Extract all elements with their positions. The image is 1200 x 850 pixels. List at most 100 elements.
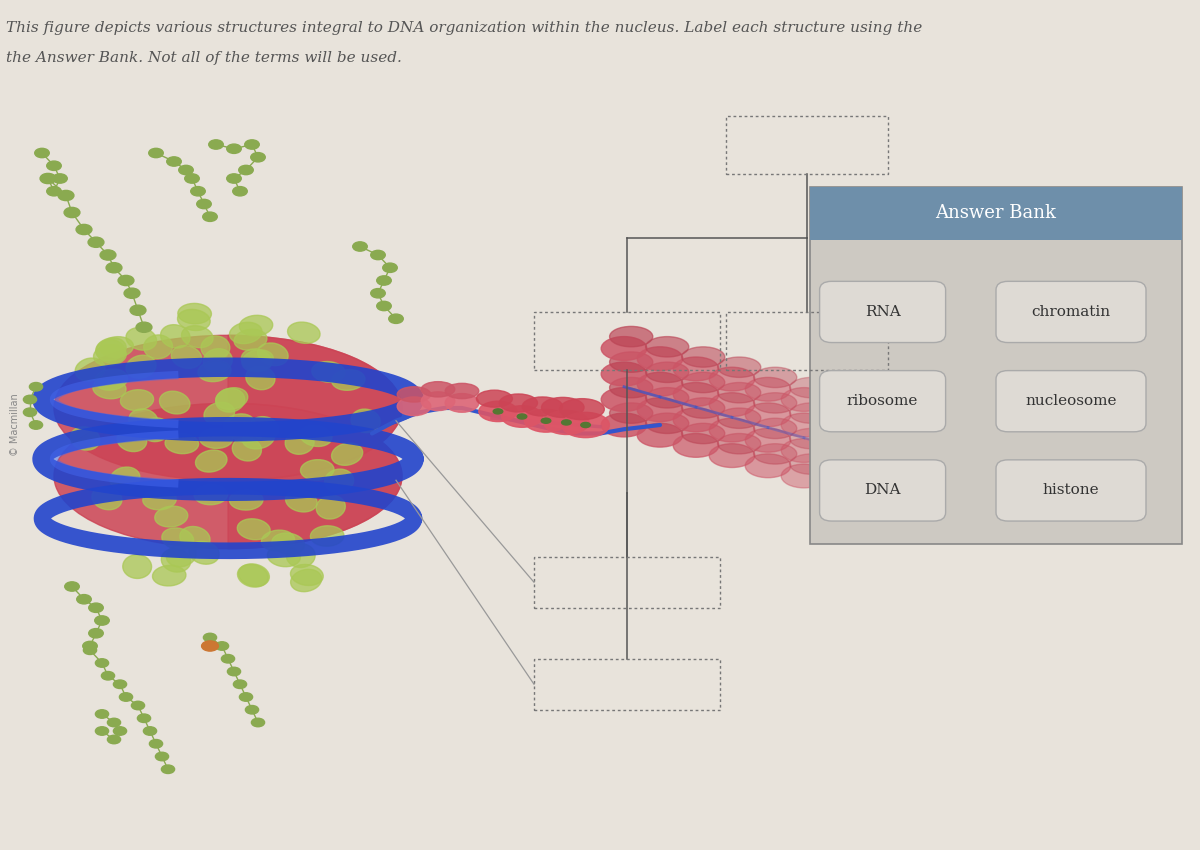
Ellipse shape [58, 190, 74, 201]
Ellipse shape [124, 288, 140, 298]
Ellipse shape [889, 418, 935, 442]
Ellipse shape [246, 366, 275, 389]
Ellipse shape [1009, 322, 1045, 341]
Ellipse shape [646, 362, 689, 382]
Ellipse shape [126, 327, 156, 350]
Ellipse shape [95, 369, 127, 390]
Ellipse shape [983, 309, 1019, 328]
Ellipse shape [160, 391, 190, 414]
Ellipse shape [383, 264, 397, 272]
Ellipse shape [826, 413, 869, 434]
Ellipse shape [144, 727, 157, 735]
Ellipse shape [889, 444, 935, 468]
Ellipse shape [817, 449, 863, 473]
Ellipse shape [53, 174, 67, 184]
Ellipse shape [745, 377, 791, 401]
Ellipse shape [94, 345, 126, 366]
Ellipse shape [76, 358, 106, 381]
Ellipse shape [817, 474, 863, 498]
Ellipse shape [817, 423, 863, 447]
Ellipse shape [118, 428, 146, 451]
Ellipse shape [130, 305, 146, 315]
Ellipse shape [156, 752, 168, 761]
Text: © Macmillan: © Macmillan [10, 394, 19, 456]
Ellipse shape [826, 388, 869, 408]
Ellipse shape [188, 541, 220, 564]
Text: This figure depicts various structures integral to DNA organization within the n: This figure depicts various structures i… [6, 21, 923, 35]
Ellipse shape [718, 382, 761, 403]
Ellipse shape [199, 428, 233, 449]
Ellipse shape [754, 367, 797, 388]
Ellipse shape [204, 402, 235, 425]
Ellipse shape [216, 388, 245, 412]
Ellipse shape [122, 555, 151, 579]
Ellipse shape [682, 347, 725, 367]
Ellipse shape [128, 409, 158, 433]
Ellipse shape [499, 394, 538, 412]
Ellipse shape [250, 416, 280, 439]
Ellipse shape [781, 388, 827, 411]
Ellipse shape [562, 412, 610, 438]
Ellipse shape [202, 336, 230, 360]
Ellipse shape [817, 398, 863, 422]
Ellipse shape [203, 212, 217, 222]
Ellipse shape [239, 166, 253, 175]
Ellipse shape [377, 302, 391, 311]
Ellipse shape [862, 449, 905, 469]
Ellipse shape [718, 357, 761, 377]
Ellipse shape [161, 325, 190, 348]
Ellipse shape [172, 346, 202, 368]
Ellipse shape [646, 388, 689, 408]
Ellipse shape [143, 490, 176, 510]
Ellipse shape [421, 382, 455, 397]
Ellipse shape [601, 388, 647, 411]
Ellipse shape [983, 352, 1019, 371]
Ellipse shape [96, 659, 109, 667]
Ellipse shape [77, 595, 91, 604]
Ellipse shape [238, 518, 270, 540]
FancyBboxPatch shape [996, 281, 1146, 343]
Ellipse shape [290, 564, 323, 586]
Ellipse shape [718, 408, 761, 428]
Ellipse shape [202, 641, 218, 651]
Ellipse shape [930, 305, 966, 324]
Ellipse shape [233, 187, 247, 196]
Ellipse shape [790, 428, 833, 449]
Ellipse shape [92, 487, 122, 510]
Ellipse shape [601, 413, 647, 437]
Ellipse shape [610, 403, 653, 423]
Ellipse shape [222, 654, 235, 663]
Ellipse shape [100, 250, 116, 260]
Ellipse shape [96, 337, 126, 360]
Ellipse shape [983, 373, 1019, 392]
Ellipse shape [152, 565, 186, 586]
Ellipse shape [227, 174, 241, 184]
Ellipse shape [106, 263, 122, 273]
FancyBboxPatch shape [996, 371, 1146, 432]
Ellipse shape [83, 641, 97, 651]
Ellipse shape [371, 289, 385, 298]
Ellipse shape [331, 443, 362, 465]
Ellipse shape [246, 706, 259, 714]
Text: DNA: DNA [864, 484, 901, 497]
Ellipse shape [311, 526, 344, 547]
Ellipse shape [493, 409, 503, 414]
Ellipse shape [956, 382, 992, 400]
Ellipse shape [754, 418, 797, 439]
Ellipse shape [120, 693, 132, 701]
Ellipse shape [162, 765, 175, 774]
Polygon shape [228, 335, 402, 549]
Ellipse shape [179, 166, 193, 175]
Text: Answer Bank: Answer Bank [936, 204, 1056, 223]
Ellipse shape [262, 530, 294, 551]
Ellipse shape [150, 740, 163, 748]
FancyBboxPatch shape [820, 460, 946, 521]
Ellipse shape [142, 418, 170, 442]
Ellipse shape [167, 544, 196, 567]
Ellipse shape [84, 646, 97, 654]
Text: ribosome: ribosome [847, 394, 918, 408]
Ellipse shape [389, 314, 403, 323]
Ellipse shape [1009, 407, 1045, 426]
Ellipse shape [522, 397, 563, 416]
Ellipse shape [252, 718, 265, 727]
